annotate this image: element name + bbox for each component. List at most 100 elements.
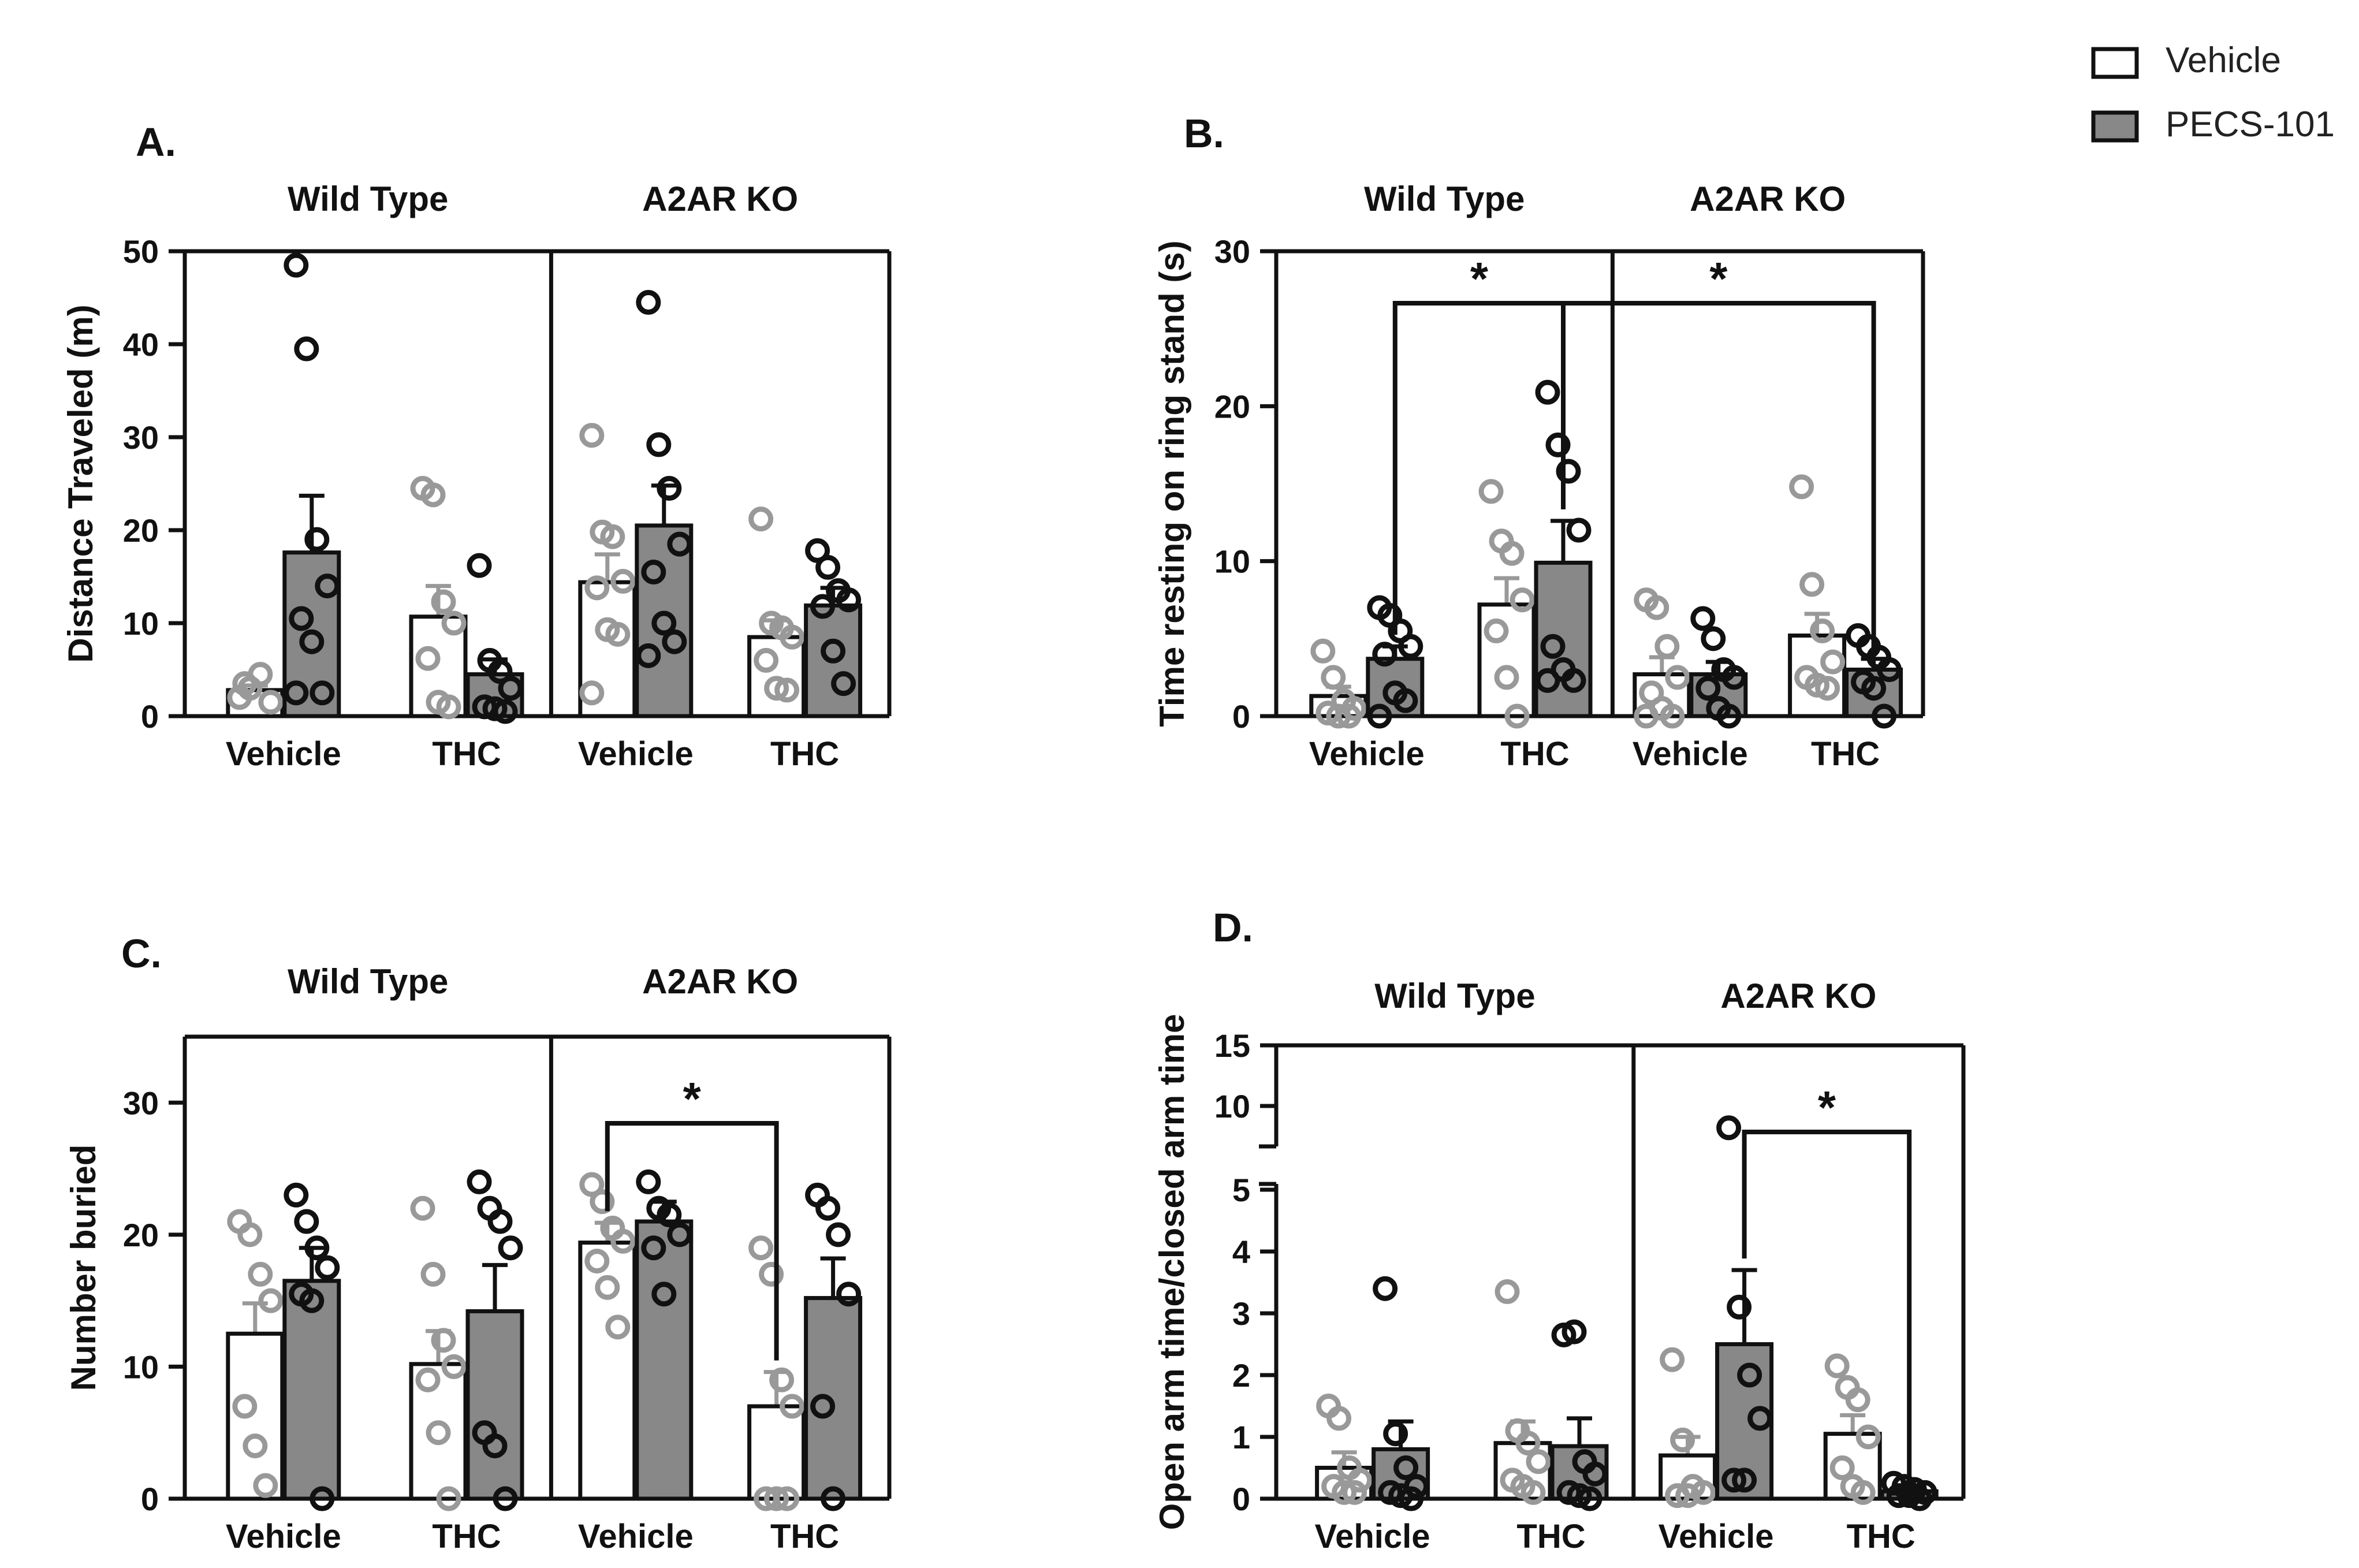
data-point [284,1182,309,1208]
y-tick-label: 30 [123,1085,159,1121]
data-point [1799,572,1825,597]
panel-3: C. 0 10 20 30 Number buried Wild Type A2AR KO Ve… [64,931,892,1555]
data-point [304,527,330,552]
bracket-line [1742,1130,1912,1477]
data-point [584,1249,610,1274]
bar [747,1404,806,1501]
data-point [636,1169,661,1194]
y-tick-label: 20 [123,1217,159,1253]
data-point [1478,479,1504,504]
panel-label: A. [136,120,176,165]
data-point [1582,1461,1608,1487]
bracket-line [605,1121,779,1361]
x-tick-label: Vehicle [1659,1518,1774,1555]
data-point [815,554,841,580]
data-point [299,629,325,654]
y-tick-label: 10 [123,605,159,642]
x-tick-label: THC [1847,1518,1915,1555]
legend-pecs-label: PECS-101 [2166,105,2335,144]
bracket-line [1561,301,1876,647]
data-point [1393,1455,1419,1480]
data-point [315,573,340,599]
data-point [1372,642,1397,667]
y-axis-label: Number buried [64,1145,103,1391]
data-point [310,680,335,706]
data-point [651,610,677,636]
data-point [1850,1480,1876,1505]
data-point [1535,379,1560,405]
panel-2: B. 0 10 20 30 Time resting on ring stand (s) W… [1153,111,1925,773]
data-point [1561,668,1586,693]
data-point [1347,1468,1373,1493]
data-point [605,1314,631,1340]
y-tick-label: 0 [141,1481,159,1517]
data-point [467,1169,492,1194]
data-point [1398,634,1423,659]
data-point [748,506,774,532]
legend-vehicle-label: Vehicle [2166,40,2281,80]
significance-bracket [1561,301,1876,647]
data-point [1732,1468,1757,1493]
data-point [310,1486,335,1511]
data-point [667,531,692,557]
data-point [667,1222,692,1247]
data-point [294,1209,319,1234]
data-point [600,524,625,549]
data-point [1321,665,1346,690]
bar [1477,602,1536,718]
data-point [258,1288,284,1313]
data-point [1855,1424,1881,1450]
data-point [836,587,862,613]
data-point [1326,1406,1352,1431]
x-tick-label: THC [770,1518,839,1555]
y-tick-label: 1 [1232,1419,1250,1455]
significance-star: * [1470,253,1489,304]
data-point [641,559,666,584]
panel-label: B. [1184,111,1224,156]
data-point [646,432,672,457]
data-point [810,1394,836,1419]
y-tick-label: 0 [141,698,159,735]
y-axis-label: Open arm time/closed arm time [1153,1014,1191,1530]
data-point [595,1275,620,1300]
data-point [1566,517,1592,543]
data-point [1399,1486,1424,1511]
y-tick-label: 4 [1232,1234,1250,1270]
data-point [1721,1468,1747,1493]
data-point [651,1282,677,1307]
x-tick-label: THC [1500,735,1569,773]
data-point [1634,703,1659,729]
data-point [289,606,314,631]
data-point [299,1288,325,1313]
x-tick-label: Vehicle [226,735,341,773]
data-point [590,1189,615,1215]
data-point [304,1235,330,1261]
data-point [815,1195,841,1221]
y-tick-label: 30 [123,419,159,456]
x-tick-label: THC [1811,735,1880,773]
data-point [1342,1480,1367,1505]
data-point [243,1433,268,1459]
x-tick-label: THC [770,735,839,773]
data-point [1654,634,1680,659]
data-point [1810,618,1835,643]
data-point [431,589,456,614]
data-point [1660,703,1685,729]
data-point [780,624,805,650]
bar [226,1331,285,1501]
data-point [1695,676,1721,701]
data-point [584,575,610,601]
y-tick-label: 40 [123,326,159,363]
data-point [1383,1421,1408,1447]
data-point [1861,676,1887,701]
data-point [1670,1427,1695,1452]
data-point [1660,1347,1685,1372]
data-point [1690,606,1716,631]
data-point [759,1261,784,1287]
group-label: Wild Type [1374,977,1535,1015]
data-point [1716,1115,1742,1141]
data-point [1716,703,1742,729]
y-axis-label: Time resting on ring stand (s) [1153,240,1191,727]
data-point [1815,676,1840,701]
data-point [1907,1486,1932,1511]
